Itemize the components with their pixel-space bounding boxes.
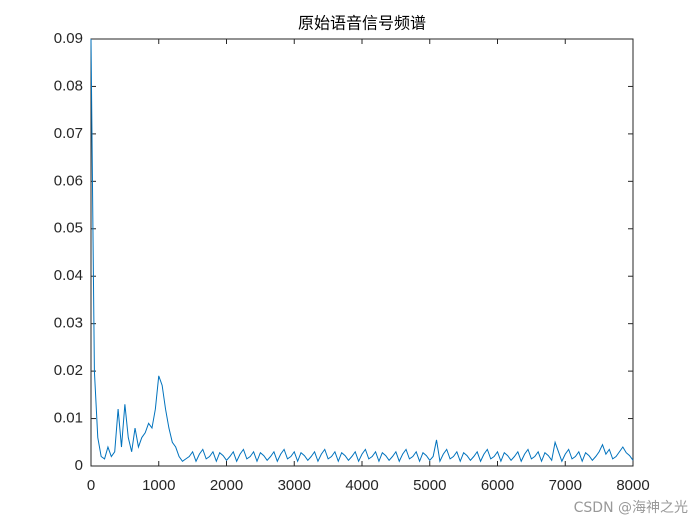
y-tick-label: 0.01 (54, 410, 83, 427)
x-tick-label: 5000 (413, 477, 446, 494)
x-tick-label: 6000 (481, 477, 514, 494)
y-tick-label: 0.02 (54, 362, 83, 379)
x-tick-label: 4000 (345, 477, 378, 494)
y-tick-label: 0.03 (54, 315, 83, 332)
y-tick-label: 0.08 (54, 77, 83, 94)
x-tick-label: 1000 (142, 477, 175, 494)
y-tick-label: 0.06 (54, 172, 83, 189)
y-tick-label: 0 (75, 457, 83, 474)
x-tick-label: 7000 (549, 477, 582, 494)
watermark: CSDN @海神之光 (574, 500, 688, 516)
spectrum-line (90, 38, 634, 463)
x-tick-label: 0 (87, 477, 95, 494)
y-tick-label: 0.07 (54, 125, 83, 142)
x-tick-label: 3000 (278, 477, 311, 494)
x-tick-label: 2000 (210, 477, 243, 494)
x-tick-label: 8000 (616, 477, 649, 494)
y-tick-label: 0.09 (54, 30, 83, 47)
y-tick-label: 0.05 (54, 220, 83, 237)
chart-title: 原始语音信号频谱 (298, 14, 426, 33)
y-tick-label: 0.04 (54, 267, 83, 284)
